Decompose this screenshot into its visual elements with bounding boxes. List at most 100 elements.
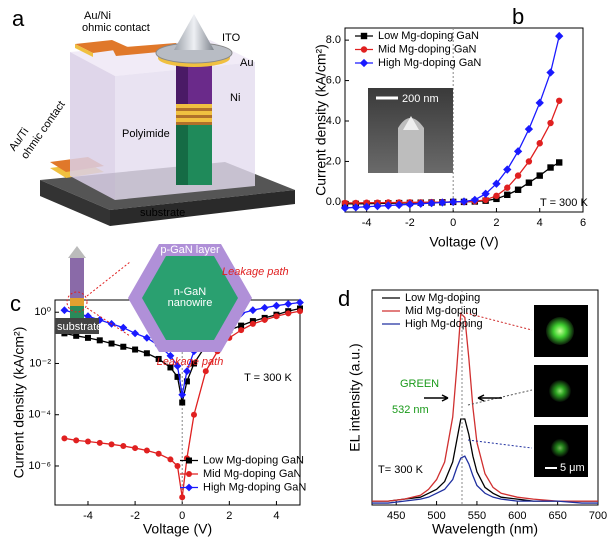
data-point: [352, 199, 360, 207]
legend-label: High Mg-doping GaN: [203, 481, 306, 493]
x-tick-label: 450: [387, 510, 405, 522]
x-tick-label: -2: [405, 217, 415, 229]
y-tick-label: 8.0: [326, 34, 341, 46]
panel-b-extras: b 200 nm T = 300 K: [368, 4, 588, 209]
data-point: [546, 68, 555, 77]
data-point: [297, 308, 303, 315]
zoom-line: [86, 307, 131, 337]
label: Ni: [230, 92, 240, 104]
zoom-circle: [66, 291, 88, 313]
data-point: [60, 306, 69, 315]
data-point: [273, 313, 280, 320]
label: ohmic contact: [82, 22, 150, 34]
y-tick-label: 10⁻⁶: [28, 460, 51, 472]
x-axis-label: Wavelength (nm): [432, 521, 538, 537]
y-tick-label: 6.0: [326, 74, 341, 86]
data-point: [514, 172, 522, 179]
zoom-line: [86, 261, 131, 297]
y-axis-label: Current density (kA/cm²): [11, 327, 27, 479]
scale-label: 5 μm: [560, 462, 585, 474]
inset-wire: [70, 298, 84, 306]
label: p-GaN layer: [160, 244, 220, 256]
quantum-barrier: [176, 108, 212, 111]
data-point: [155, 450, 162, 457]
legend-label: Low Mg-doping GaN: [378, 30, 479, 42]
annotation: T = 300 K: [540, 197, 588, 209]
data-point: [459, 197, 469, 206]
data-point: [178, 390, 187, 399]
data-point: [108, 340, 115, 347]
y-tick-label: 2.0: [326, 155, 341, 167]
x-tick-label: 0: [179, 510, 185, 522]
data-point: [272, 301, 281, 310]
ito-cone: [174, 14, 214, 50]
panel-label: a: [12, 6, 25, 31]
data-point: [120, 443, 127, 450]
y-tick-label: 4.0: [326, 115, 341, 127]
data-point: [525, 179, 533, 186]
x-tick-label: 0: [450, 217, 456, 229]
data-point: [504, 191, 511, 199]
pointer: [467, 439, 533, 449]
data-point: [183, 367, 191, 376]
legend-label: High Mg-doping: [405, 318, 483, 330]
data-point: [384, 201, 393, 210]
data-point: [249, 320, 256, 327]
data-point: [556, 97, 563, 104]
y-axis-label: Current density (kA/cm²): [313, 44, 329, 196]
panel-c-extras: c substrate p-GaN layer n-GaN nanowire L…: [10, 244, 293, 384]
substrate-side: [40, 180, 110, 226]
data-point: [174, 462, 181, 469]
annotation: 532 nm: [392, 404, 429, 416]
plot-frame: [371, 289, 599, 506]
data-point: [514, 186, 522, 193]
data-point: [190, 411, 197, 418]
el-spot: [549, 380, 571, 402]
data-point: [167, 456, 174, 463]
data-point: [555, 31, 564, 41]
data-point: [536, 172, 543, 179]
quantum-barrier: [176, 115, 212, 118]
sem-tip: [403, 116, 419, 130]
data-point: [493, 192, 500, 200]
y-tick-label: 10⁻²: [29, 357, 51, 369]
au-ni-strip: [112, 43, 180, 56]
x-tick-label: -4: [83, 510, 93, 522]
x-axis-label: Voltage (V): [143, 521, 212, 537]
data-point: [351, 203, 360, 212]
x-tick-label: 6: [580, 217, 586, 229]
data-point: [482, 196, 489, 204]
data-point: [73, 437, 80, 444]
x-tick-label: 2: [226, 510, 232, 522]
au-ni-contact-edge: [75, 44, 93, 57]
legend-marker: [360, 32, 368, 40]
y-tick-label: 0.0: [326, 196, 341, 208]
data-point: [96, 439, 103, 446]
legend-label: High Mg-doping GaN: [378, 57, 481, 69]
annotation: GREEN: [400, 378, 439, 390]
series-line: [372, 455, 598, 504]
data-point: [84, 438, 91, 445]
data-point: [394, 200, 404, 210]
quantum-well: [176, 111, 212, 115]
legend-label: Low Mg-doping GaN: [203, 454, 304, 466]
data-point: [556, 159, 563, 166]
panel-label: c: [10, 291, 21, 316]
data-point: [416, 199, 425, 208]
data-point: [536, 140, 543, 147]
plot-frame: [344, 27, 584, 213]
legend-marker: [360, 46, 368, 53]
data-point: [285, 310, 292, 317]
data-point: [183, 378, 190, 385]
data-point: [503, 165, 512, 174]
x-tick-label: -4: [362, 217, 372, 229]
data-point: [547, 119, 554, 127]
data-point: [143, 447, 150, 454]
label: nanowire: [168, 297, 213, 309]
data-point: [248, 306, 257, 315]
substrate-front: [110, 190, 295, 226]
data-point: [179, 399, 186, 406]
label: Leakage path: [157, 356, 224, 368]
data-point: [547, 164, 554, 171]
data-point: [525, 158, 533, 165]
